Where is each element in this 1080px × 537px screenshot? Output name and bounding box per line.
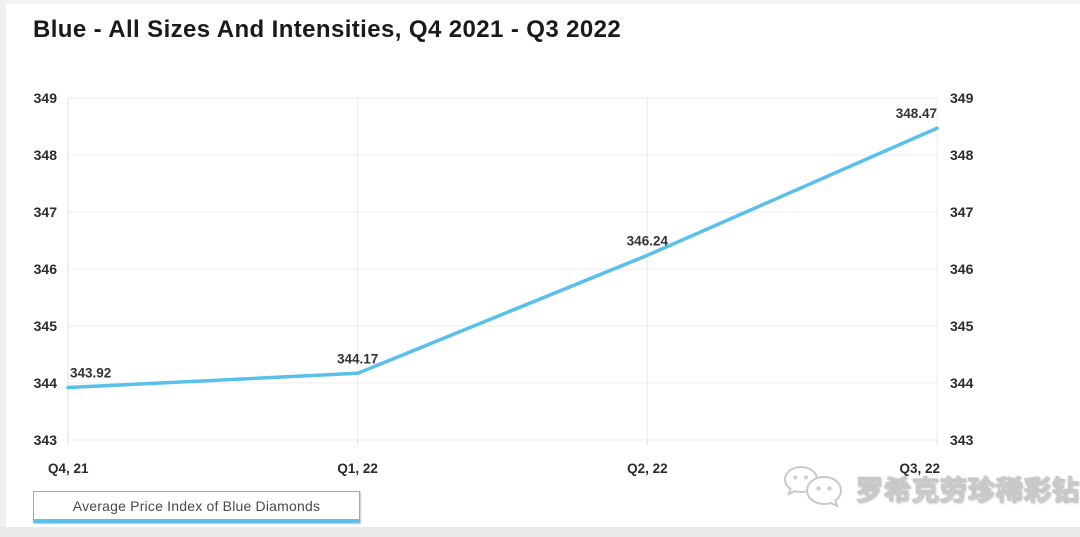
x-tick-label: Q1, 22 (337, 461, 378, 476)
x-tick-label: Q4, 21 (48, 461, 89, 476)
y-tick-label-left: 343 (34, 432, 58, 448)
data-point-label: 344.17 (337, 351, 378, 366)
y-tick-label-left: 345 (34, 318, 58, 334)
top-edge-strip (0, 0, 1080, 4)
y-tick-label-left: 346 (34, 261, 58, 277)
y-tick-label-left: 344 (34, 375, 58, 391)
chart-title: Blue - All Sizes And Intensities, Q4 202… (33, 16, 622, 43)
y-tick-label-left: 347 (34, 204, 58, 220)
data-point-label: 343.92 (70, 366, 111, 381)
y-tick-label-left: 349 (34, 90, 58, 106)
y-tick-label-right: 346 (950, 261, 974, 277)
y-tick-label-right: 344 (950, 375, 974, 391)
data-point-label: 346.24 (627, 233, 669, 248)
watermark-text: 罗希克劳珍稀彩钻 (856, 475, 1080, 506)
data-point-label: 348.47 (896, 106, 937, 121)
wechat-icon (783, 465, 843, 508)
y-tick-label-right: 348 (950, 147, 974, 163)
x-tick-label: Q3, 22 (899, 461, 940, 476)
y-tick-label-right: 349 (950, 90, 974, 106)
watermark: 罗希克劳珍稀彩钻 (780, 461, 1080, 515)
series-line (66, 126, 939, 390)
y-tick-label-right: 345 (950, 318, 974, 334)
y-tick-label-right: 343 (950, 432, 974, 448)
x-tick-label: Q2, 22 (627, 461, 668, 476)
legend-button-blue-diamonds[interactable]: Average Price Index of Blue Diamonds (33, 491, 360, 523)
bottom-edge-strip (0, 527, 1080, 537)
left-edge-strip (0, 0, 6, 537)
y-tick-label-right: 347 (950, 204, 974, 220)
y-tick-label-left: 348 (34, 147, 58, 163)
